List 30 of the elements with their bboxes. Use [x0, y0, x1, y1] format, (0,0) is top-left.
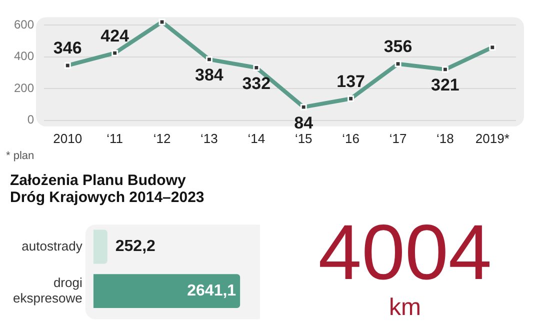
- data-label: 424: [100, 26, 130, 46]
- x-tick-label: ‘12: [153, 130, 171, 146]
- y-tick-label: drogi ekspresowe: [12, 274, 82, 306]
- y-tick-label: 0: [27, 112, 34, 127]
- chart-title: Założenia Planu Budowy Dróg Krajowych 2014–2023: [10, 172, 206, 206]
- y-tick-label: autostrady: [22, 238, 83, 254]
- x-tick-label: ‘16: [342, 130, 360, 146]
- data-label: 356: [384, 37, 412, 56]
- text: * plan: [6, 150, 34, 162]
- x-tick-label: 2019*: [475, 130, 510, 146]
- data-label: 346: [53, 38, 82, 58]
- data-label: 384: [195, 66, 224, 85]
- data-label: 252,2: [115, 238, 156, 256]
- y-tick-label: 400: [14, 49, 34, 64]
- data-label: 321: [431, 76, 460, 95]
- x-tick-label: ‘15: [294, 130, 312, 146]
- x-tick-label: ‘18: [436, 130, 454, 146]
- x-tick-label: ‘14: [248, 130, 266, 146]
- text: km: [388, 294, 422, 322]
- x-tick-label: ‘13: [200, 130, 218, 146]
- y-tick-label: 600: [14, 17, 34, 32]
- x-tick-label: 2010: [53, 130, 82, 146]
- data-label: 84: [294, 113, 314, 132]
- data-label: 332: [242, 74, 271, 93]
- data-label: 137: [336, 72, 365, 91]
- data-label: 2641,1: [187, 282, 236, 300]
- x-tick-label: ‘11: [106, 130, 124, 146]
- text: 4004: [317, 208, 493, 296]
- y-tick-label: 200: [14, 80, 34, 95]
- x-tick-label: ‘17: [389, 130, 407, 146]
